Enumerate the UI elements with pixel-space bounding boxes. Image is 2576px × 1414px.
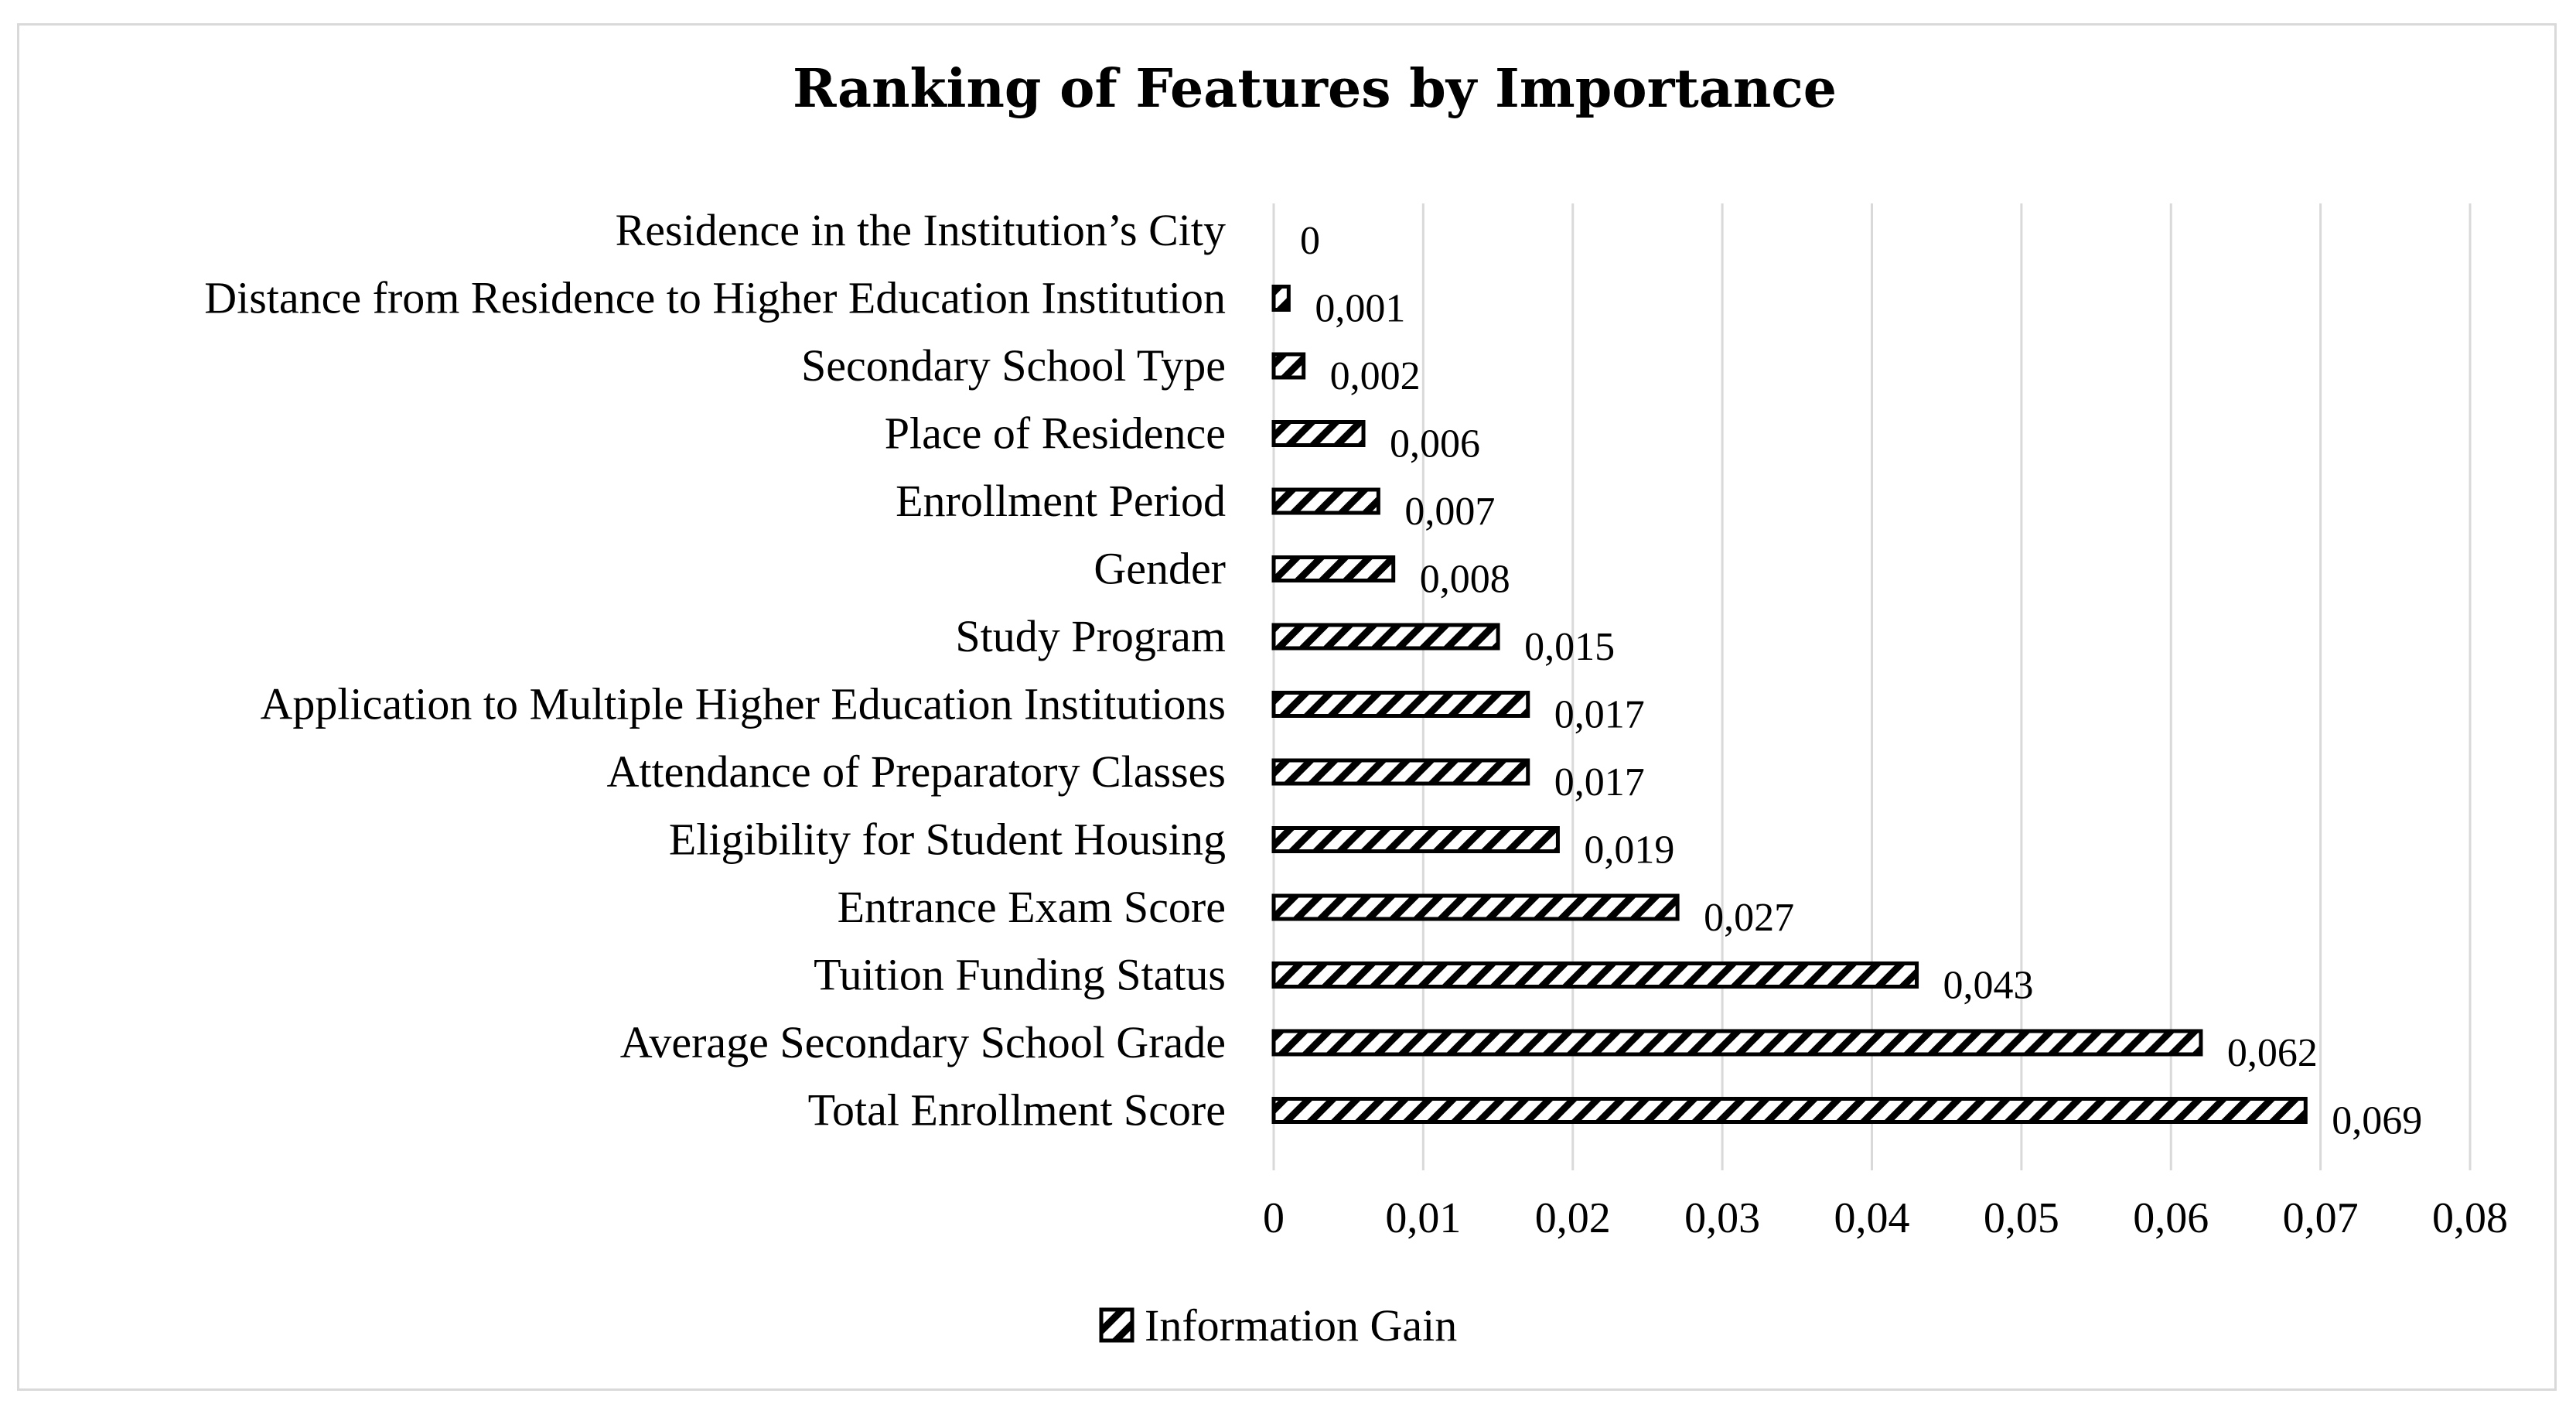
data-label: 0,006 xyxy=(1390,422,1480,466)
category-label: Tuition Funding Status xyxy=(814,950,1226,1000)
x-tick-label: 0 xyxy=(1263,1194,1285,1242)
category-label: Attendance of Preparatory Classes xyxy=(607,746,1226,797)
x-tick-label: 0,03 xyxy=(1684,1194,1760,1242)
bar-chart: Ranking of Features by Importance Reside… xyxy=(204,58,2508,1351)
data-label: 0,008 xyxy=(1420,558,1510,602)
category-label: Application to Multiple Higher Education… xyxy=(261,679,1226,729)
bar xyxy=(1271,758,1530,786)
x-tick-label: 0,06 xyxy=(2133,1194,2209,1242)
category-labels: Residence in the Institution’s City Dista… xyxy=(204,205,1226,1136)
x-tick-label: 0,04 xyxy=(1834,1194,1910,1242)
bar xyxy=(1271,1029,2203,1057)
data-label: 0,027 xyxy=(1704,896,1794,940)
legend: Information Gain xyxy=(1099,1300,1457,1351)
data-label: 0,069 xyxy=(2332,1099,2422,1143)
data-label: 0,015 xyxy=(1524,625,1615,669)
data-label: 0,002 xyxy=(1330,354,1421,398)
category-label: Study Program xyxy=(955,611,1226,661)
category-label: Place of Residence xyxy=(885,408,1226,459)
data-label: 0 xyxy=(1300,219,1320,263)
x-tick-label: 0,05 xyxy=(1984,1194,2059,1242)
category-label: Eligibility for Student Housing xyxy=(669,815,1226,865)
chart-frame: Ranking of Features by Importance Reside… xyxy=(17,23,2557,1391)
x-axis-ticks: 0 0,01 0,02 0,03 0,04 0,05 0,06 0,07 0,08 xyxy=(1263,1194,2508,1242)
category-label: Enrollment Period xyxy=(896,476,1226,526)
data-label: 0,043 xyxy=(1943,964,2034,1008)
data-label: 0,007 xyxy=(1404,490,1495,534)
data-labels: 0 0,001 0,002 0,006 0,007 0,008 0,015 0,017 0,01… xyxy=(1300,219,2422,1143)
x-tick-label: 0,08 xyxy=(2432,1194,2508,1242)
data-label: 0,019 xyxy=(1584,828,1674,873)
category-label: Gender xyxy=(1094,544,1226,594)
category-label: Entrance Exam Score xyxy=(838,882,1226,932)
x-tick-label: 0,02 xyxy=(1535,1194,1611,1242)
data-label: 0,062 xyxy=(2227,1031,2318,1075)
gridlines xyxy=(1272,203,2472,1170)
data-label: 0,001 xyxy=(1315,287,1405,331)
bar xyxy=(1271,487,1380,515)
bar xyxy=(1271,826,1560,853)
category-label: Residence in the Institution’s City xyxy=(616,205,1226,255)
x-tick-label: 0,01 xyxy=(1385,1194,1461,1242)
bar xyxy=(1271,623,1500,651)
legend-swatch xyxy=(1099,1307,1134,1343)
category-label: Average Secondary School Grade xyxy=(620,1017,1226,1067)
category-label: Distance from Residence to Higher Educat… xyxy=(204,273,1226,323)
bar xyxy=(1271,555,1396,582)
bar xyxy=(1271,1097,2308,1124)
bar xyxy=(1271,961,1919,989)
data-label: 0,017 xyxy=(1554,760,1645,804)
legend-label: Information Gain xyxy=(1145,1300,1457,1351)
category-label: Total Enrollment Score xyxy=(808,1085,1226,1136)
bar xyxy=(1271,285,1291,312)
chart-title: Ranking of Features by Importance xyxy=(793,58,1837,120)
bars xyxy=(1271,285,2308,1124)
category-label: Secondary School Type xyxy=(801,340,1226,391)
bar xyxy=(1271,893,1680,921)
data-label: 0,017 xyxy=(1554,693,1645,737)
bar xyxy=(1271,352,1306,380)
x-tick-label: 0,07 xyxy=(2283,1194,2359,1242)
bar xyxy=(1271,691,1530,718)
bar xyxy=(1271,420,1366,447)
